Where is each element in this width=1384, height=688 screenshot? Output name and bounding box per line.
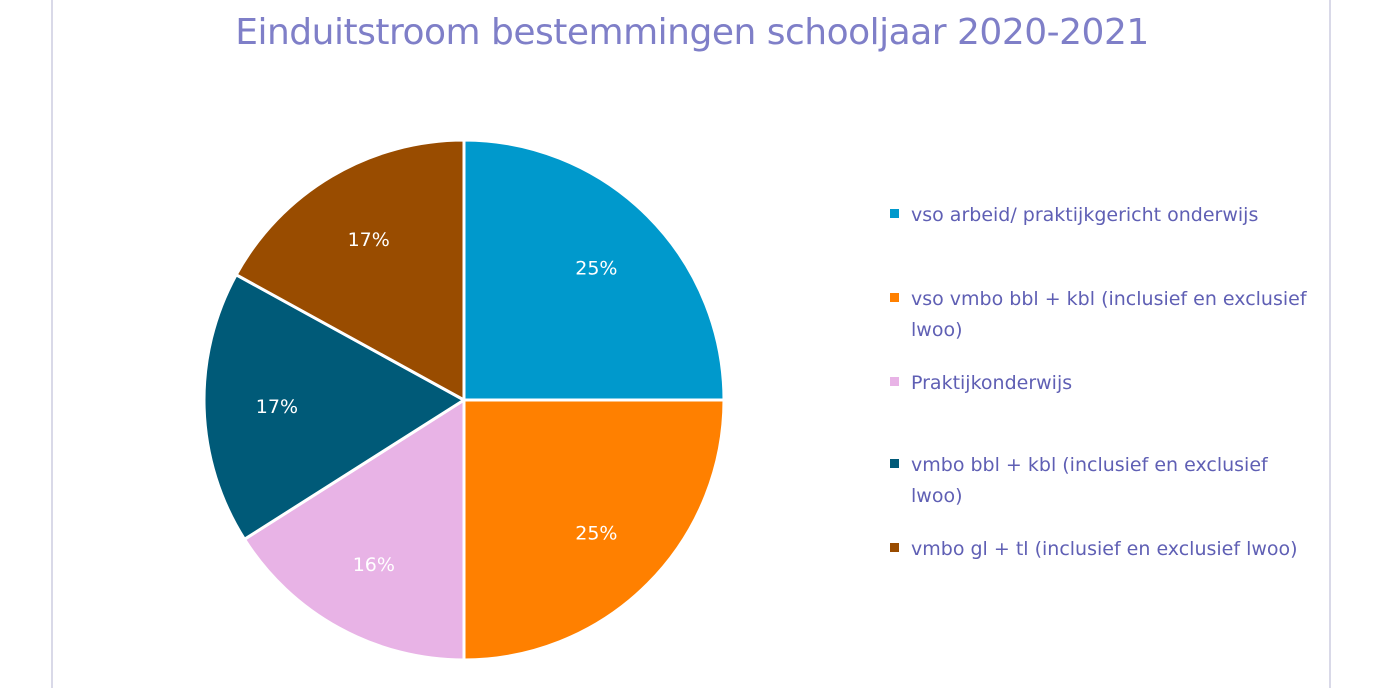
legend-swatch [890, 459, 899, 468]
pie-slice-4 [202, 272, 467, 542]
legend-label: vmbo bbl + kbl (inclusief en exclusief l… [911, 454, 1268, 507]
chart-title: Einduitstroom bestemmingen schooljaar 20… [235, 12, 1149, 53]
slice-value-label: 16% [353, 554, 395, 576]
pie-slice-3 [242, 397, 466, 662]
pie-slice-2 [462, 398, 726, 662]
legend-label: Praktijkonderwijs [911, 372, 1073, 394]
legend-item: Praktijkonderwijs [890, 368, 1321, 399]
legend-item: vso arbeid/ praktijkgericht onderwijs [890, 200, 1321, 231]
slice-value-label: 25% [575, 258, 617, 280]
chart-frame [51, 0, 1331, 688]
slice-value-label: 17% [256, 396, 298, 418]
legend-swatch [890, 377, 899, 386]
slice-value-label: 17% [348, 229, 390, 251]
legend-label: vmbo gl + tl (inclusief en exclusief lwo… [911, 538, 1298, 560]
legend-item: vmbo bbl + kbl (inclusief en exclusief l… [890, 450, 1321, 512]
slice-value-label: 25% [575, 522, 617, 544]
pie-slice-1 [462, 138, 726, 402]
pie-slice-5 [234, 138, 466, 403]
legend-swatch [890, 543, 899, 552]
legend-label: vso arbeid/ praktijkgericht onderwijs [911, 204, 1259, 226]
legend-label: vso vmbo bbl + kbl (inclusief en exclusi… [911, 288, 1307, 341]
legend-item: vso vmbo bbl + kbl (inclusief en exclusi… [890, 284, 1321, 346]
legend-swatch [890, 293, 899, 302]
legend-swatch [890, 209, 899, 218]
legend-item: vmbo gl + tl (inclusief en exclusief lwo… [890, 534, 1321, 565]
